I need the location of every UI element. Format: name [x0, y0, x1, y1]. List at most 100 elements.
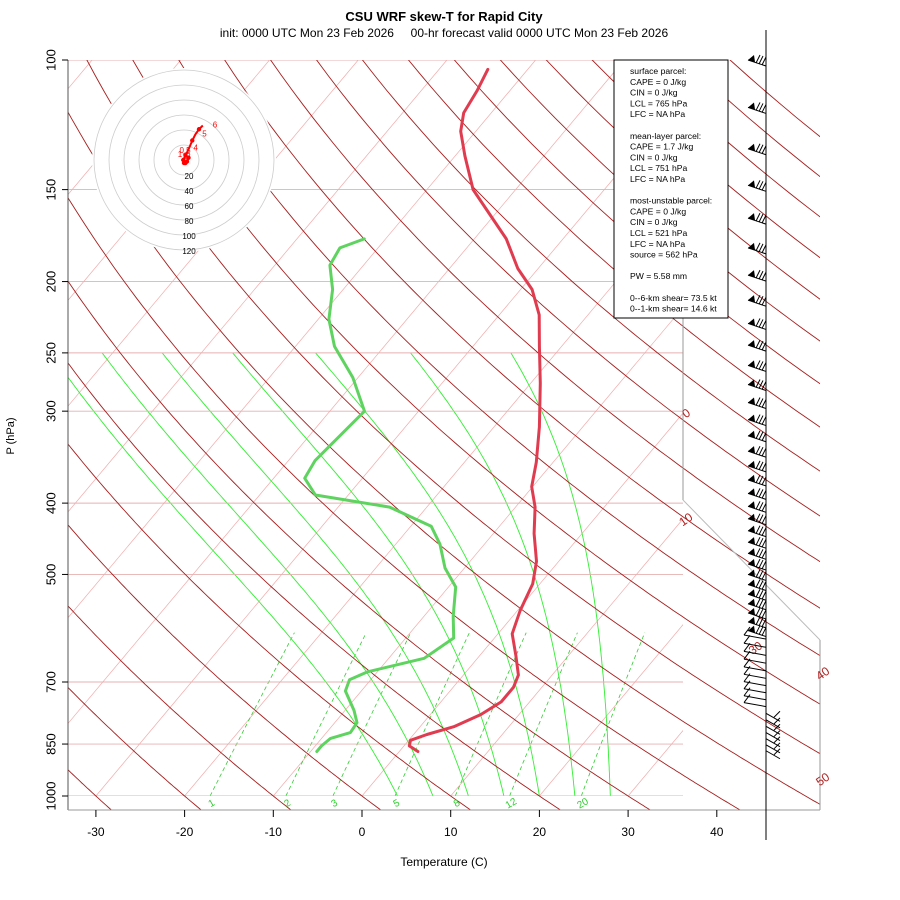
wind-barb-staff — [747, 247, 767, 255]
wind-barb — [747, 379, 767, 391]
wind-barb-flag — [748, 559, 755, 567]
wind-barb-flag — [748, 569, 755, 577]
wind-barb-tick — [755, 536, 761, 546]
wind-barb-tick — [758, 502, 764, 511]
hodograph-height-label: 6 — [213, 121, 218, 130]
stats-line: CIN = 0 J/kg — [630, 88, 678, 98]
wind-barb-staff — [747, 630, 767, 638]
isotherm-line — [717, 60, 900, 796]
wind-barb — [743, 650, 767, 664]
wind-barb-staff — [743, 681, 767, 687]
mixing-ratio-line — [580, 632, 646, 796]
chart-title: CSU WRF skew-T for Rapid City — [345, 9, 543, 24]
wind-barb — [747, 212, 767, 225]
stats-line: 0--1-km shear= 14.6 kt — [630, 304, 717, 314]
wind-barb — [747, 598, 767, 611]
isotherm-line — [273, 306, 683, 796]
wind-barb-staff — [765, 750, 781, 760]
wind-barb-tick — [773, 723, 781, 731]
wind-barb — [743, 626, 767, 640]
wind-barb — [747, 414, 767, 427]
wind-barb-tick — [755, 607, 761, 617]
wind-barb-staff — [743, 650, 767, 656]
wind-barb-tick — [761, 341, 767, 351]
y-tick-label: 850 — [43, 733, 58, 755]
wind-barb — [765, 748, 781, 760]
dry-adiabat-line — [729, 60, 820, 138]
wind-barb — [743, 687, 767, 701]
x-tick-label: -10 — [265, 825, 283, 839]
dry-adiabat-line — [68, 605, 292, 810]
wind-barb-tick — [758, 549, 764, 558]
hodograph-point — [186, 155, 191, 160]
mixing-ratio-label: 20 — [575, 796, 591, 811]
wind-barb-tick — [758, 181, 764, 190]
wind-barb-flag — [748, 474, 755, 482]
wind-barb-tick — [758, 461, 764, 471]
hodograph-ring-label: 120 — [182, 247, 196, 256]
wind-barb-tick — [758, 431, 764, 440]
wind-barb-flag — [748, 513, 755, 521]
wind-barb-tick — [743, 634, 751, 644]
stats-line: CIN = 0 J/kg — [630, 217, 678, 227]
wind-barb-tick — [773, 717, 781, 725]
wind-barb-tick — [758, 475, 764, 485]
wind-barb-tick — [755, 242, 761, 252]
wind-barb-staff — [747, 217, 767, 225]
wind-barb — [747, 102, 767, 114]
wind-barb-tick — [761, 581, 767, 590]
wind-barb — [743, 658, 767, 672]
wind-barb-staff — [747, 593, 767, 601]
stats-line: CIN = 0 J/kg — [630, 152, 678, 162]
isotherm-label: 50 — [813, 770, 832, 789]
wind-barb-tick — [758, 599, 764, 608]
wind-barb-tick — [758, 446, 764, 456]
y-tick-label: 100 — [43, 49, 58, 71]
wind-barb — [747, 513, 767, 526]
wind-barb-tick — [761, 571, 767, 580]
wind-barb-flag — [748, 525, 755, 533]
wind-barb-tick — [761, 214, 767, 224]
wind-barb-flag — [748, 213, 755, 221]
wind-barb-staff — [747, 402, 767, 409]
wind-barb — [747, 579, 767, 591]
mixing-ratio-line — [332, 632, 412, 796]
wind-barb-tick — [773, 730, 781, 737]
wind-barb-tick — [761, 447, 767, 457]
wind-barb-tick — [758, 340, 764, 350]
wind-barb-tick — [755, 589, 761, 598]
wind-barb-tick — [758, 213, 764, 223]
wind-barb-tick — [743, 650, 751, 660]
wind-barb-staff — [743, 695, 767, 701]
wind-barb-staff — [743, 702, 767, 708]
stats-line: most-unstable parcel: — [630, 196, 712, 206]
wind-barb-tick — [755, 269, 761, 279]
isotherm-line — [450, 518, 683, 796]
wind-barb-tick — [758, 380, 764, 389]
isotherm-label: 10 — [676, 510, 695, 529]
wind-barb-tick — [773, 742, 781, 750]
wind-barb-flag — [748, 488, 755, 496]
wind-barb-tick — [755, 548, 761, 557]
wind-barb-tick — [743, 680, 751, 690]
hodograph-point — [181, 157, 186, 163]
wind-barb-flag — [748, 55, 755, 62]
x-tick-label: -20 — [176, 825, 194, 839]
wind-barb-tick — [758, 144, 764, 153]
wind-barb-staff — [747, 552, 767, 560]
wind-barb-tick — [758, 243, 764, 253]
wind-barb — [743, 694, 767, 708]
moist-adiabat-line — [232, 352, 505, 796]
wind-barb-tick — [758, 398, 764, 407]
hodograph-height-label: 4 — [194, 144, 199, 153]
wind-barb-staff — [743, 688, 767, 694]
mixing-ratio-line — [285, 632, 367, 796]
mixing-ratio-label: 1 — [207, 797, 218, 810]
wind-barb — [743, 673, 767, 687]
wind-barb — [747, 488, 767, 500]
isotherm-line — [184, 201, 683, 796]
wind-barb-flag — [748, 607, 755, 615]
hodograph-ring — [93, 69, 275, 251]
wind-barb-tick — [743, 658, 751, 668]
